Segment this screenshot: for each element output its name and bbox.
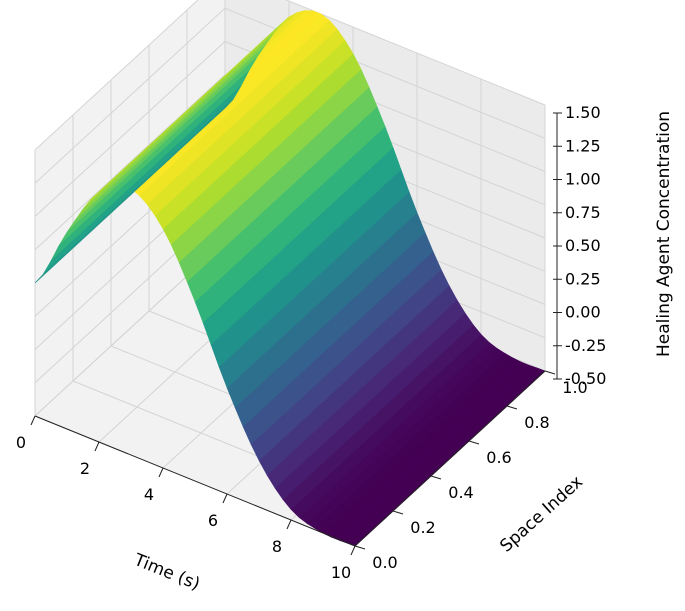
- space-tick-mark: [430, 475, 442, 480]
- grid-line-z: [34, 74, 546, 251]
- time-tick-label: 10: [331, 563, 351, 582]
- grid-line-z: [34, 7, 546, 184]
- time-tick-mark: [158, 467, 164, 478]
- time-tick-mark: [350, 545, 356, 556]
- z-tick-label: 1.00: [565, 170, 601, 189]
- surface-cell: [34, 268, 50, 284]
- time-tick-label: 6: [208, 511, 218, 530]
- time-tick-mark: [286, 519, 292, 530]
- space-tick-mark: [392, 510, 404, 515]
- time-tick-label: 0: [16, 433, 26, 452]
- tick-labels: 0 2 4 6 8 10 0.0 0.2 0.4 0.6 0.8 1.0-0.50 -0.25 0.00 0…: [16, 103, 607, 582]
- z-tick-label: 0.25: [565, 269, 601, 288]
- y-axis-label: Space Index: [496, 472, 587, 556]
- time-tick-label: 8: [272, 537, 282, 556]
- space-tick-mark: [468, 440, 480, 445]
- time-tick-label: 2: [80, 459, 90, 478]
- space-tick-label: 0.6: [486, 448, 511, 467]
- z-tick-label: 1.50: [565, 103, 601, 122]
- space-tick-mark: [354, 545, 366, 550]
- time-tick-mark: [94, 441, 100, 452]
- grid-line-z: [34, 40, 546, 217]
- space-tick-label: 0.0: [372, 553, 397, 572]
- space-tick-label: 0.2: [410, 518, 435, 537]
- back-pane-time: [35, 0, 225, 416]
- z-tick-label: 0.75: [565, 203, 601, 222]
- space-tick-mark: [506, 405, 518, 410]
- time-axis-line: [34, 415, 356, 547]
- surface-mesh: [34, 10, 546, 547]
- z-axis-label: Healing Agent Concentration: [654, 111, 674, 357]
- z-tick-label: -0.50: [565, 369, 606, 388]
- z-tick-label: 0.50: [565, 236, 601, 255]
- z-tick-label: -0.25: [565, 336, 606, 355]
- space-tick-mark: [544, 370, 556, 375]
- time-tick-label: 4: [144, 485, 154, 504]
- space-tick-label: 0.8: [524, 413, 549, 432]
- space-tick-label: 0.4: [448, 483, 473, 502]
- z-tick-label: 0.00: [565, 303, 601, 322]
- axis-lines: [30, 112, 562, 556]
- space-axis-line: [354, 370, 546, 547]
- x-axis-label: Time (s): [130, 550, 203, 595]
- space-tick-label: 1.0: [562, 378, 587, 397]
- grid-line-z: [34, 0, 546, 151]
- time-tick-mark: [222, 493, 228, 504]
- time-tick-mark: [30, 415, 36, 426]
- z-tick-label: 1.25: [565, 136, 601, 155]
